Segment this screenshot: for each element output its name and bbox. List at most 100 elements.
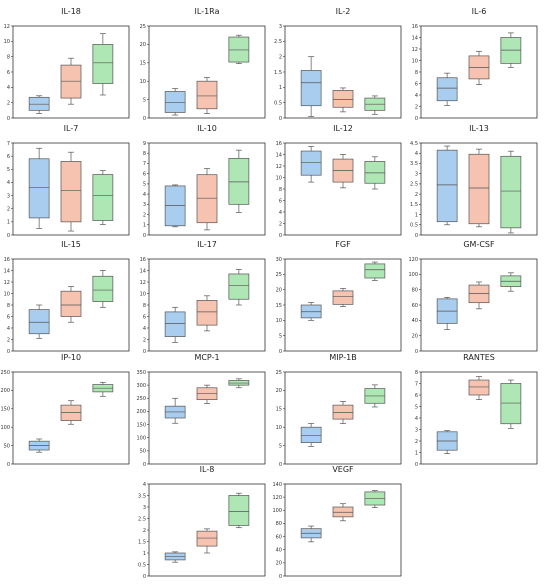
y-tick-label: 2 — [7, 207, 10, 213]
box-iqr — [228, 157, 250, 205]
y-tick-label: 1 — [143, 223, 146, 229]
y-tick-label: 25 — [140, 24, 146, 30]
box-green — [92, 170, 114, 225]
box-iqr — [164, 185, 186, 227]
y-tick-label: 100 — [0, 425, 10, 431]
box-blue — [436, 296, 458, 330]
y-tick-label: 20 — [276, 287, 282, 293]
y-tick-label: 6 — [415, 81, 418, 87]
y-tick-label: 6 — [279, 198, 282, 204]
y-tick-label: 1 — [415, 212, 418, 218]
y-tick-label: 2 — [279, 54, 282, 60]
y-tick-label: 2 — [7, 337, 10, 343]
box-iqr — [364, 263, 386, 279]
box-iqr — [468, 153, 490, 225]
box-blue — [28, 304, 50, 339]
box-green — [500, 379, 522, 429]
boxplot-svg: IL-2 0 0.5 1 1.5 2 2.5 3 — [274, 7, 402, 122]
box-salmon — [332, 288, 354, 307]
box-salmon — [60, 57, 82, 105]
y-tick-label: 6 — [7, 314, 10, 320]
box-salmon — [332, 503, 354, 522]
box-blue — [300, 56, 322, 117]
y-tick-label: 15 — [276, 303, 282, 309]
y-tick-label: 8 — [143, 303, 146, 309]
box-iqr — [500, 383, 522, 425]
box-iqr — [500, 155, 522, 229]
boxplot-svg: IL-1Ra 0 5 10 15 20 25 — [140, 7, 266, 122]
y-tick-label: 6 — [415, 393, 418, 399]
y-tick-label: 2 — [415, 192, 418, 198]
box-iqr — [300, 70, 322, 107]
y-tick-label: 10 — [276, 175, 282, 181]
y-tick-label: 1.5 — [274, 70, 282, 76]
y-tick-label: 0 — [415, 349, 418, 355]
y-tick-label: 14 — [276, 152, 282, 158]
y-tick-label: 6 — [143, 314, 146, 320]
box-salmon — [196, 168, 218, 231]
panel-title: IL-12 — [333, 124, 353, 133]
box-iqr — [332, 90, 354, 108]
y-tick-label: 60 — [412, 303, 418, 309]
y-tick-label: 0 — [143, 349, 146, 355]
y-tick-label: 4 — [415, 93, 418, 99]
box-blue — [164, 184, 186, 228]
box-iqr — [228, 495, 250, 526]
y-tick-label: 2 — [143, 337, 146, 343]
box-blue — [436, 430, 458, 455]
y-tick-label: 0 — [143, 462, 146, 468]
y-tick-label: 100 — [408, 272, 418, 278]
y-tick-label: 4 — [143, 482, 146, 488]
y-tick-label: 4 — [415, 151, 418, 157]
box-iqr — [196, 80, 218, 110]
y-tick-label: 2 — [279, 221, 282, 227]
y-tick-label: 10 — [140, 79, 146, 85]
box-salmon — [60, 151, 82, 232]
y-tick-label: 10 — [276, 425, 282, 431]
y-tick-label: 4 — [143, 326, 146, 332]
box-iqr — [332, 404, 354, 420]
y-tick-label: 5 — [279, 443, 282, 449]
y-tick-label: 250 — [136, 396, 146, 402]
box-iqr — [28, 309, 50, 335]
y-tick-label: 150 — [136, 422, 146, 428]
boxplot-svg: IL-6 0 2 4 6 8 10 12 14 16 — [412, 7, 538, 122]
y-tick-label: 1.5 — [138, 539, 146, 545]
box-green — [364, 156, 386, 190]
y-tick-label: 12 — [276, 164, 282, 170]
panel-title: IL-6 — [472, 7, 487, 16]
box-iqr — [164, 311, 186, 337]
y-tick-label: 3 — [279, 24, 282, 30]
y-tick-label: 25 — [276, 370, 282, 376]
boxplot-svg: IP-10 0 50 100 150 200 250 — [0, 353, 130, 468]
box-salmon — [332, 401, 354, 424]
y-tick-label: 0 — [143, 574, 146, 580]
box-iqr — [468, 379, 490, 396]
boxplot-svg: VEGF 0 20 40 60 80 100 120 140 — [272, 465, 402, 580]
y-tick-label: 350 — [136, 370, 146, 376]
box-iqr — [164, 91, 186, 113]
boxplot-svg: IL-10 0 1 2 3 4 5 6 7 8 9 — [143, 124, 266, 239]
boxplot-svg: FGF 0 5 10 15 20 25 30 — [276, 240, 402, 355]
y-tick-label: 12 — [140, 280, 146, 286]
box-iqr — [92, 275, 114, 302]
y-tick-label: 4 — [279, 210, 282, 216]
y-tick-label: 15 — [140, 61, 146, 67]
box-salmon — [196, 384, 218, 404]
y-tick-label: 1 — [279, 85, 282, 91]
y-tick-label: 0 — [7, 116, 10, 122]
y-tick-label: 80 — [412, 287, 418, 293]
box-salmon — [196, 528, 218, 554]
y-tick-label: 5 — [143, 182, 146, 188]
box-iqr — [196, 530, 218, 547]
box-iqr — [60, 290, 82, 317]
y-tick-label: 14 — [412, 35, 418, 41]
box-green — [500, 150, 522, 234]
box-iqr — [468, 284, 490, 304]
box-salmon — [468, 148, 490, 228]
y-tick-label: 20 — [140, 42, 146, 48]
y-tick-label: 0 — [415, 116, 418, 122]
y-tick-label: 8 — [143, 151, 146, 157]
panel-title: IL-10 — [197, 124, 217, 133]
